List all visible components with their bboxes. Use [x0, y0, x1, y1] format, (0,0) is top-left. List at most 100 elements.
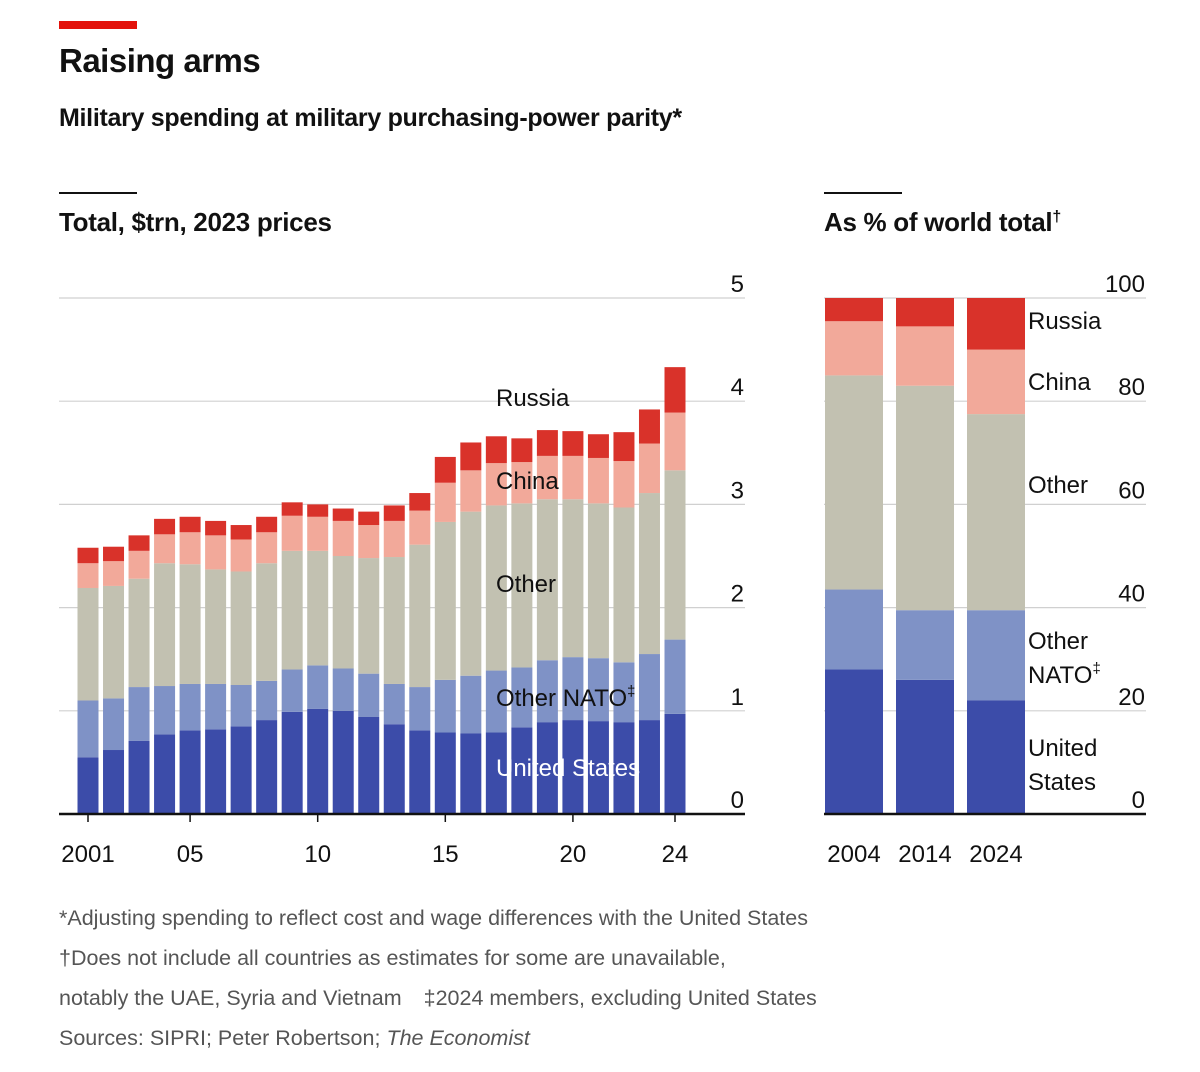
- chart-title: Raising arms: [59, 42, 261, 79]
- bar-other-2016: [460, 511, 482, 676]
- bar-other-nato-2004: [154, 686, 176, 735]
- bar-other-nato-2011: [332, 668, 354, 711]
- right-y-tick-label: 60: [1118, 477, 1145, 504]
- bar-russia-2016: [460, 442, 482, 471]
- left-x-tick-label: 05: [177, 841, 204, 868]
- left-x-tick-label: 15: [432, 841, 459, 868]
- bar-russia-2021: [587, 434, 609, 458]
- left-y-tick-label: 5: [731, 271, 744, 298]
- bar-china-2003: [128, 550, 150, 579]
- bar-china-2008: [256, 532, 278, 564]
- bar-other-2014: [409, 544, 431, 688]
- share-bar-china-2024: [967, 349, 1025, 415]
- right-panel-title: As % of world total†: [824, 207, 1061, 237]
- bar-united-states-2019: [536, 722, 558, 814]
- bar-other-2003: [128, 578, 150, 688]
- bar-other-2001: [77, 587, 99, 701]
- bar-other-2006: [205, 569, 227, 684]
- bar-russia-2012: [358, 511, 380, 526]
- bar-china-2021: [587, 457, 609, 504]
- bar-other-nato-2003: [128, 687, 150, 741]
- bar-china-2020: [562, 455, 584, 500]
- bar-united-states-2004: [154, 734, 176, 814]
- share-bar-other-nato-2014: [896, 610, 954, 680]
- footnote-3: notably the UAE, Syria and Vietnam ‡2024 …: [59, 986, 817, 1010]
- bar-other-2002: [103, 585, 125, 699]
- bar-china-2007: [230, 539, 252, 572]
- footnote-2: †Does not include all countries as estim…: [59, 946, 726, 970]
- share-bar-russia-2024: [967, 298, 1025, 350]
- right-x-tick-label: 2004: [827, 841, 880, 868]
- right-label-united-states: States: [1028, 769, 1096, 796]
- bar-united-states-2015: [434, 732, 456, 814]
- bar-china-2018: [511, 462, 533, 504]
- left-label-united-states: United States: [496, 755, 640, 782]
- bar-russia-2008: [256, 516, 278, 533]
- bar-russia-2014: [409, 493, 431, 511]
- left-y-tick-label: 3: [731, 477, 744, 504]
- accent-bar: [59, 21, 137, 29]
- right-x-tick-label: 2024: [969, 841, 1022, 868]
- footnote-1: *Adjusting spending to reflect cost and …: [59, 906, 808, 930]
- bar-china-2024: [664, 412, 686, 471]
- bar-united-states-2001: [77, 757, 99, 814]
- bar-united-states-2022: [613, 722, 635, 814]
- bar-china-2015: [434, 482, 456, 522]
- bar-other-nato-2018: [511, 667, 533, 728]
- bar-united-states-2017: [485, 732, 507, 814]
- share-bar-other-nato-2004: [825, 589, 883, 670]
- bar-united-states-2007: [230, 726, 252, 814]
- share-bar-other-nato-2024: [967, 610, 1025, 701]
- bar-china-2011: [332, 520, 354, 556]
- right-label-other: Other: [1028, 472, 1088, 499]
- dagger-mark: †: [1052, 208, 1061, 226]
- bar-china-2014: [409, 510, 431, 545]
- bar-other-nato-2005: [179, 683, 201, 731]
- bar-united-states-2014: [409, 730, 431, 814]
- bar-other-nato-2014: [409, 687, 431, 731]
- bar-russia-2015: [434, 456, 456, 483]
- bar-russia-2009: [281, 502, 303, 516]
- bar-other-2004: [154, 563, 176, 687]
- bar-china-2006: [205, 535, 227, 570]
- sources: Sources: SIPRI; Peter Robertson; The Eco…: [59, 1026, 530, 1050]
- bar-russia-2003: [128, 535, 150, 551]
- bar-russia-2020: [562, 431, 584, 456]
- bar-united-states-2013: [383, 724, 405, 814]
- bar-russia-2023: [638, 409, 660, 444]
- bar-russia-2010: [307, 504, 329, 517]
- bar-china-2019: [536, 455, 558, 500]
- right-label-other-nato: NATO‡: [1028, 661, 1101, 689]
- bar-united-states-2011: [332, 710, 354, 814]
- right-label-other-nato: Other: [1028, 628, 1088, 655]
- bar-other-2019: [536, 499, 558, 661]
- bar-other-nato-2020: [562, 657, 584, 721]
- right-label-russia: Russia: [1028, 308, 1102, 335]
- bar-united-states-2024: [664, 713, 686, 814]
- bar-other-nato-2012: [358, 673, 380, 717]
- bar-other-nato-2024: [664, 639, 686, 714]
- bar-russia-2004: [154, 518, 176, 535]
- bar-other-2017: [485, 505, 507, 671]
- bar-other-2022: [613, 507, 635, 663]
- bar-china-2013: [383, 520, 405, 558]
- bar-russia-2001: [77, 547, 99, 564]
- bar-russia-2013: [383, 505, 405, 521]
- bar-other-nato-2006: [205, 683, 227, 730]
- bar-other-2007: [230, 571, 252, 685]
- bar-china-2010: [307, 516, 329, 551]
- bar-other-2013: [383, 557, 405, 684]
- right-y-tick-label: 40: [1118, 581, 1145, 608]
- left-x-tick-label: 24: [662, 841, 689, 868]
- left-y-tick-label: 1: [731, 684, 744, 711]
- share-bar-other-2024: [967, 414, 1025, 611]
- left-label-other-nato: Other NATO‡: [496, 684, 635, 712]
- bar-united-states-2005: [179, 730, 201, 814]
- bar-other-nato-2009: [281, 669, 303, 712]
- left-x-tick-label: 10: [304, 841, 331, 868]
- left-y-tick-label: 2: [731, 581, 744, 608]
- right-label-china: China: [1028, 369, 1091, 396]
- left-x-tick-label: 20: [560, 841, 587, 868]
- bar-other-nato-2010: [307, 665, 329, 709]
